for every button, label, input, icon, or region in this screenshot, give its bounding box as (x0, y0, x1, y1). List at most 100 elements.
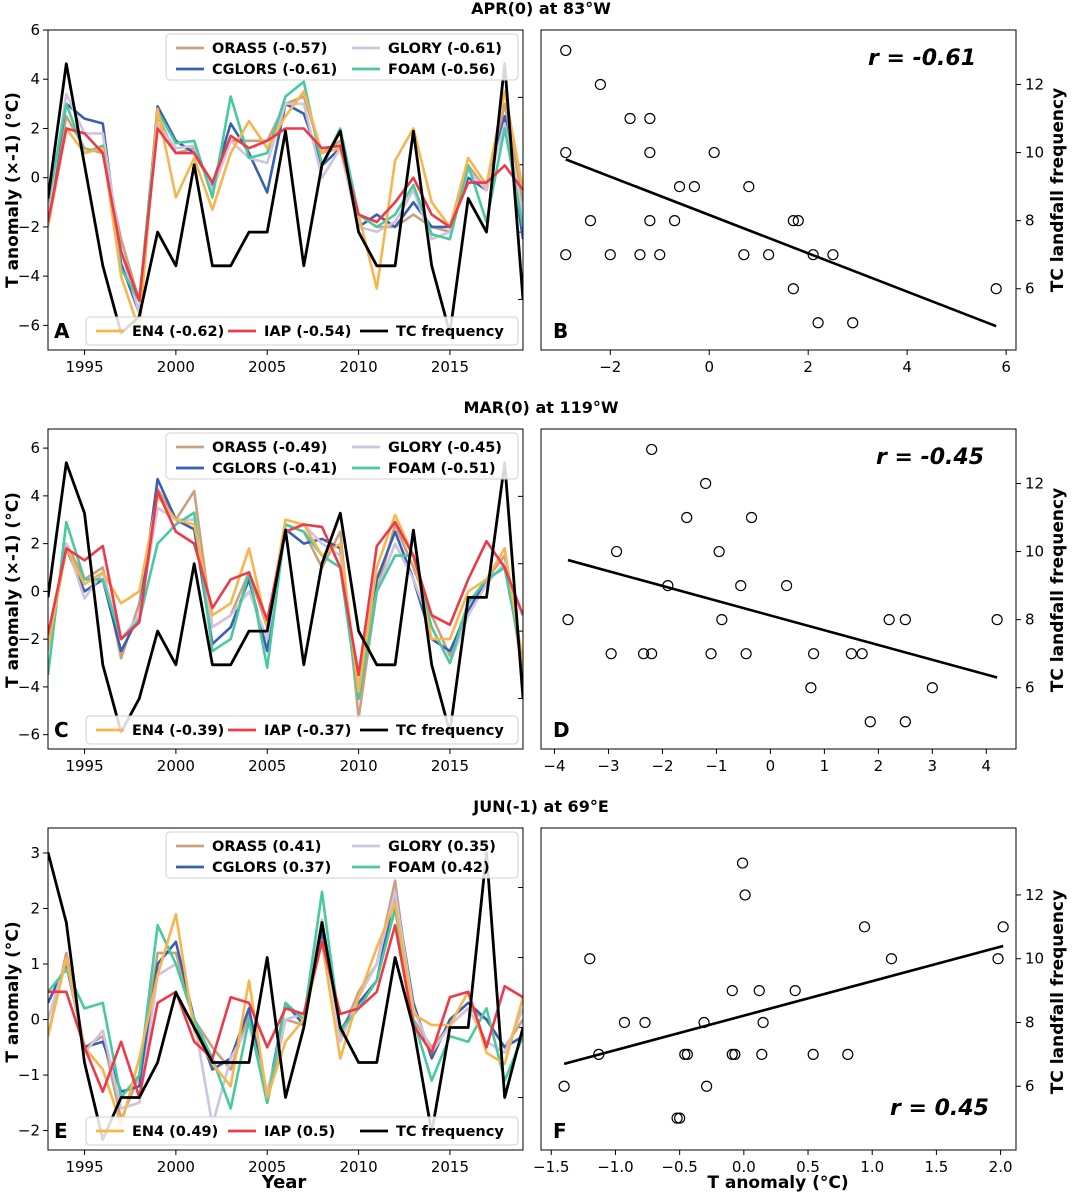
scatter-point (991, 614, 1003, 626)
x-tick-label: 2000 (157, 358, 195, 376)
scatter-point (562, 614, 574, 626)
scatter-point (847, 317, 859, 329)
scatter-point (899, 614, 911, 626)
legend-label-en4: EN4 (0.49) (132, 1124, 218, 1140)
x-tick-label: 2015 (431, 358, 469, 376)
regression-line (567, 558, 998, 679)
legend-top-box (165, 831, 519, 879)
correlation-label: r = -0.61 (868, 46, 976, 71)
legend-label-en4: EN4 (-0.62) (132, 324, 224, 340)
x-tick-label: 4 (982, 757, 992, 775)
series-line-tc (48, 851, 523, 1141)
scatter-point (757, 1016, 769, 1029)
x-tick-label: −0.5 (661, 1158, 697, 1176)
series-line-foam (48, 511, 523, 701)
series-line-cglors (48, 477, 523, 701)
x-tick-label: 0 (766, 757, 776, 775)
y-axis-label-e: T anomaly (°C) (3, 921, 23, 1062)
series-line-iap (48, 923, 523, 1099)
y-axis-label-f: TC landfall frequency (1048, 890, 1068, 1094)
y-tick-label: 6 (30, 21, 40, 39)
y-tick-label: 4 (30, 70, 40, 88)
series-line-foam (48, 80, 523, 303)
y-tick-label: −4 (18, 267, 40, 285)
regression-line (563, 944, 1004, 1066)
y-tick-label: 3 (30, 844, 40, 862)
series-line-cglors (48, 890, 523, 1099)
scatter-point (671, 1112, 683, 1124)
x-tick-label: −3 (597, 757, 619, 775)
plot-frame (47, 29, 524, 351)
series-group (48, 851, 523, 1141)
legend-label-iap: IAP (-0.54) (264, 324, 351, 340)
x-tick-label: −1 (705, 757, 727, 775)
scatter-point (739, 889, 751, 901)
scatter-point (560, 44, 572, 57)
scatter-point (654, 249, 666, 261)
y-tick-label: 10 (1025, 144, 1044, 162)
x-tick-label: 0 (704, 358, 714, 376)
scatter-point (700, 477, 712, 490)
scatter-point (644, 146, 656, 159)
scatter-point (668, 215, 681, 227)
y-tick-label: 10 (1025, 543, 1044, 561)
x-tick-label: 6 (1001, 358, 1011, 376)
scatter-point (726, 984, 738, 997)
panel-label: B (553, 319, 568, 343)
scatter-point (705, 648, 717, 660)
series-line-en4 (48, 90, 523, 332)
x-tick-label: 4 (902, 358, 912, 376)
y-tick-label: −6 (18, 316, 40, 334)
panel-label: C (54, 718, 69, 742)
y-tick-label: 8 (1025, 212, 1035, 230)
legend-label-cglors: CGLORS (-0.61) (212, 62, 337, 78)
scatter-point (708, 146, 720, 159)
scatter-point (639, 1016, 651, 1029)
scatter-point (756, 1048, 768, 1060)
y-tick-label: 2 (30, 535, 40, 553)
x-tick-label: −2 (599, 358, 621, 376)
legend-label-glory: GLORY (-0.61) (388, 41, 502, 57)
x-tick-label: 1995 (65, 358, 103, 376)
scatter-point (856, 648, 868, 660)
regression-line (565, 158, 997, 328)
panel-b: TC landfall frequency 6 8 10 12 −2 0 2 4 6 Br = -… (540, 29, 1068, 376)
scatter-point (646, 648, 658, 660)
scatter-point (753, 984, 765, 997)
title-apr-83w: APR(0) at 83°W (471, 0, 611, 18)
scatter-point (584, 953, 596, 965)
legend-label-iap: IAP (0.5) (264, 1124, 335, 1140)
x-tick-label: −4 (543, 757, 565, 775)
scatter-point (807, 1048, 819, 1060)
scatter-point (584, 215, 597, 227)
x-tick-label: 2010 (339, 358, 377, 376)
y-axis-label-a: T anomaly (×-1) (°C) (3, 92, 23, 288)
scatter-point (688, 180, 700, 193)
series-group (48, 62, 523, 335)
y-axis-label-c: T anomaly (×-1) (°C) (3, 492, 23, 688)
scatter-point (644, 112, 656, 125)
x-tick-label: −1.5 (533, 1158, 569, 1176)
legend-label-tc: TC frequency (396, 324, 504, 340)
scatter-point (789, 984, 801, 997)
scatter-point (634, 249, 646, 261)
x-tick-label: 1995 (65, 757, 103, 775)
legend-label-oras5: ORAS5 (0.41) (212, 839, 321, 855)
x-tick-label: −2 (651, 757, 673, 775)
x-tick-label: 1 (820, 757, 830, 775)
scatter-point (610, 545, 623, 558)
correlation-label: r = 0.45 (890, 1096, 989, 1121)
x-tick-label: 2000 (157, 1158, 195, 1176)
scatter-point (792, 215, 804, 227)
scatter-point (624, 112, 636, 125)
scatter-point (605, 648, 617, 660)
y-tick-label: 1 (30, 955, 40, 973)
x-tick-label: 2010 (339, 757, 377, 775)
legend-label-glory: GLORY (-0.45) (388, 440, 502, 456)
legend-label-cglors: CGLORS (-0.41) (212, 461, 337, 477)
panel-c: MAR(0) at 119°W T anomaly (×-1) (°C) −6 −… (3, 398, 619, 775)
x-tick-label: 2000 (157, 757, 195, 775)
scatter-point (990, 283, 1002, 295)
plot-frame (47, 428, 524, 750)
